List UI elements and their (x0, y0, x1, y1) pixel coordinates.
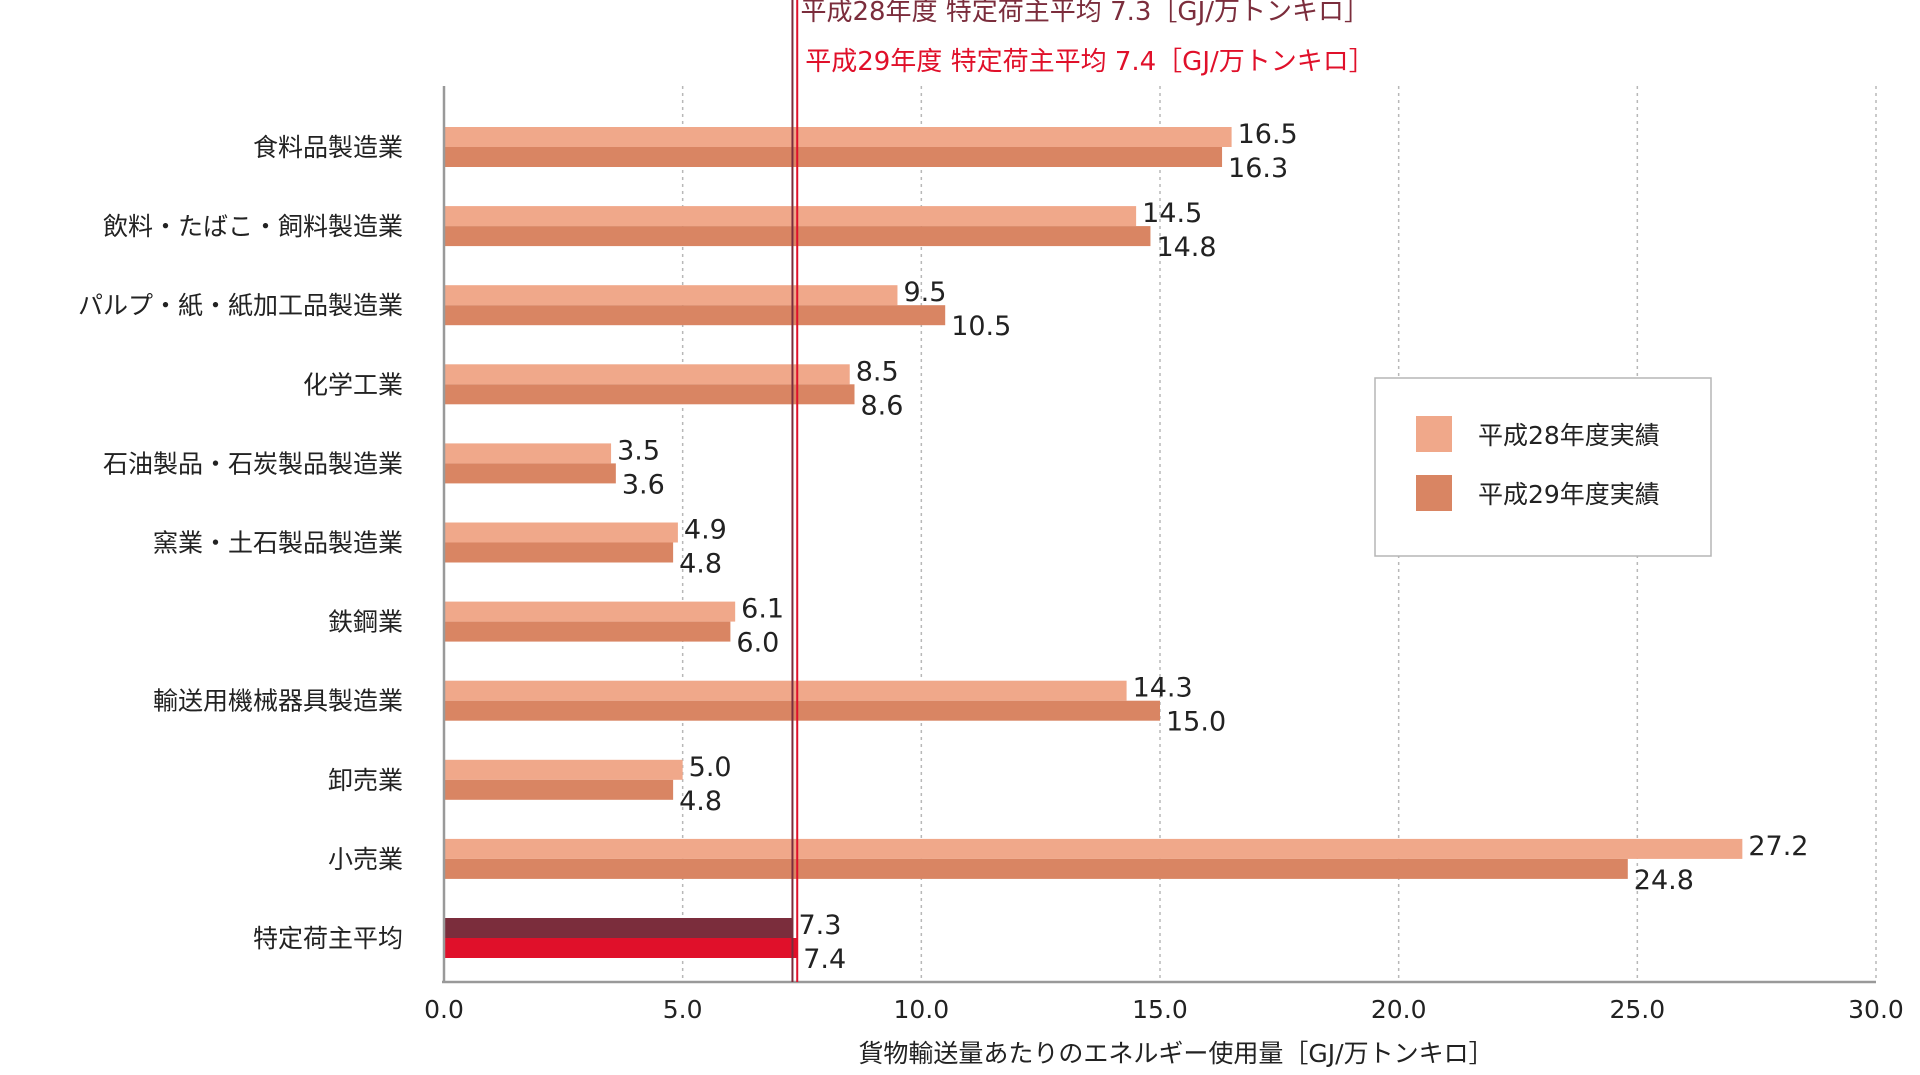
bar-h29 (444, 305, 946, 326)
bar-h28 (444, 759, 683, 780)
category-label: 食料品製造業 (253, 133, 403, 162)
bar-h28 (444, 838, 1743, 859)
bar-h29 (444, 147, 1223, 167)
reference-line-label: 平成28年度 特定荷主平均 7.3［GJ/万トンキロ］ (800, 0, 1370, 27)
x-tick-label: 15.0 (1132, 995, 1188, 1024)
value-label: 3.6 (622, 469, 665, 500)
category-label: 特定荷主平均 (253, 924, 403, 953)
value-label: 8.6 (861, 390, 904, 421)
x-tick-label: 25.0 (1609, 995, 1665, 1024)
legend-box (1374, 377, 1712, 557)
bar-h28 (444, 364, 850, 385)
value-label: 10.5 (951, 311, 1011, 342)
value-label: 27.2 (1748, 831, 1808, 862)
axes (442, 86, 1876, 984)
category-label: 石油製品・石炭製品製造業 (103, 449, 403, 478)
reference-lines: 平成28年度 特定荷主平均 7.3［GJ/万トンキロ］ 平成29年度 特定荷主平均… (791, 0, 1375, 982)
value-label: 14.3 (1133, 673, 1193, 704)
value-label: 16.3 (1228, 153, 1288, 184)
legend-label-h29: 平成29年度実績 (1478, 480, 1660, 509)
category-label: パルプ・紙・紙加工品製造業 (78, 291, 403, 320)
reference-line-label: 平成29年度 特定荷主平均 7.4［GJ/万トンキロ］ (805, 47, 1375, 77)
category-label: 飲料・たばこ・飼料製造業 (103, 212, 403, 241)
x-tick-label: 20.0 (1371, 995, 1427, 1024)
value-label: 4.9 (684, 515, 727, 546)
bar-h29 (444, 463, 616, 484)
value-label: 24.8 (1634, 865, 1694, 896)
bar-h28 (444, 443, 612, 464)
bar-h28 (444, 918, 793, 938)
x-tick-label: 10.0 (893, 995, 949, 1024)
x-tick-label: 30.0 (1848, 995, 1904, 1024)
x-tick-label: 0.0 (424, 995, 464, 1024)
value-label: 8.5 (856, 356, 899, 387)
legend: 平成28年度実績 平成29年度実績 (1374, 377, 1712, 557)
value-label: 6.0 (736, 628, 779, 659)
bars (444, 127, 1743, 958)
value-label: 9.5 (903, 277, 946, 308)
category-label: 卸売業 (328, 766, 403, 795)
category-label: 窯業・土石製品製造業 (153, 529, 403, 558)
bar-h29 (444, 542, 674, 563)
category-label: 化学工業 (303, 370, 403, 399)
value-label: 14.5 (1142, 198, 1202, 229)
value-label: 7.4 (803, 944, 846, 975)
bar-h28 (444, 680, 1127, 701)
bar-h29 (444, 938, 798, 958)
value-label: 4.8 (679, 786, 722, 817)
value-label: 14.8 (1156, 232, 1216, 263)
value-label: 15.0 (1166, 707, 1226, 738)
bar-h28 (444, 206, 1137, 227)
bar-h29 (444, 621, 731, 642)
x-axis-title: 貨物輸送量あたりのエネルギー使用量［GJ/万トンキロ］ (858, 1039, 1493, 1068)
category-label: 小売業 (328, 845, 403, 874)
value-label: 6.1 (741, 594, 784, 625)
value-label: 7.3 (798, 910, 841, 941)
category-label: 鉄鋼業 (328, 608, 403, 637)
legend-swatch-h29 (1416, 475, 1452, 511)
value-label: 5.0 (689, 752, 732, 783)
bar-h29 (444, 700, 1160, 721)
bar-h29 (444, 384, 855, 405)
value-label: 4.8 (679, 549, 722, 580)
category-label: 輸送用機械器具製造業 (153, 687, 403, 716)
bar-h29 (444, 779, 674, 800)
value-label: 3.5 (617, 435, 660, 466)
bar-h29 (444, 858, 1628, 879)
bar-h28 (444, 601, 736, 622)
x-tick-label: 5.0 (663, 995, 703, 1024)
bar-h28 (444, 285, 898, 306)
labels: 0.0 5.0 10.0 15.0 20.0 25.0 30.0 食料品製造業 16.516.3… (78, 119, 1904, 1024)
legend-swatch-h28 (1416, 416, 1452, 452)
value-label: 16.5 (1238, 119, 1298, 150)
legend-label-h28: 平成28年度実績 (1478, 421, 1660, 450)
bar-h28 (444, 522, 678, 543)
bar-h28 (444, 127, 1232, 147)
